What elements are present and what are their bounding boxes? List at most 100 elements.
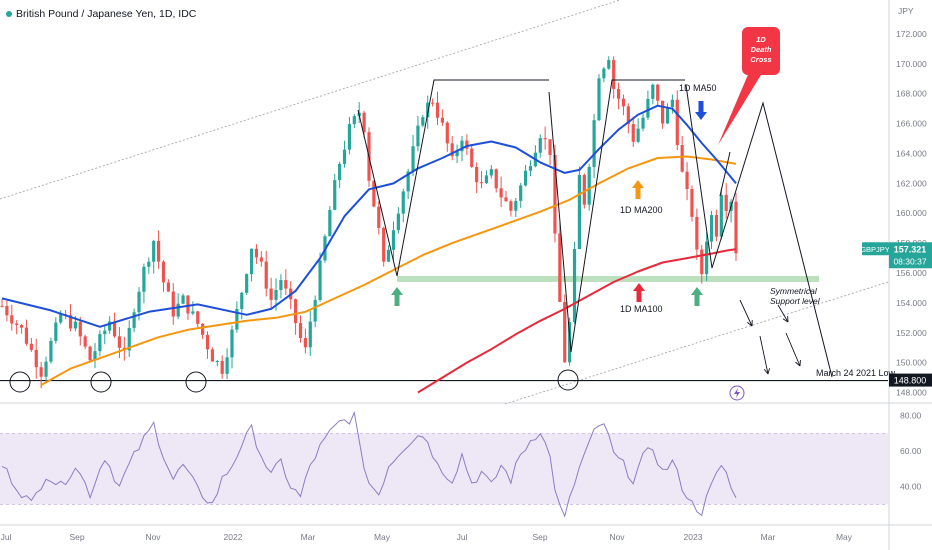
- time-axis-tick: Mar: [301, 532, 316, 542]
- candle-body: [54, 322, 58, 341]
- green-up-arrow-icon: [391, 287, 403, 306]
- low-marker-circle[interactable]: [9, 371, 31, 393]
- candle-body: [612, 60, 616, 89]
- ma50-line[interactable]: [1, 104, 737, 328]
- candle-body: [196, 311, 200, 324]
- candle-body: [235, 308, 239, 330]
- candle-body: [44, 361, 48, 377]
- price-axis-tick: 150.000: [896, 358, 927, 368]
- pattern-left-shoulder[interactable]: [357, 79, 549, 277]
- price-axis-tick: 156.000: [896, 268, 927, 278]
- candle-body: [435, 102, 440, 118]
- price-axis-unit-label: JPY: [898, 6, 914, 16]
- candle-body: [127, 327, 131, 351]
- last-price-badge: [889, 242, 932, 269]
- candle-body: [191, 311, 195, 314]
- green-up-arrow-icon: [691, 287, 703, 306]
- rsi-line[interactable]: [1, 410, 737, 518]
- candle-body: [156, 240, 161, 262]
- candle-body: [709, 215, 714, 242]
- rsi-band: [0, 433, 888, 505]
- candle-body: [450, 143, 454, 157]
- status-dot-icon: [6, 11, 12, 18]
- candle-body: [240, 292, 244, 309]
- candle-body: [700, 249, 704, 275]
- upper-channel-line[interactable]: [0, 0, 621, 200]
- candle-body: [377, 206, 381, 228]
- projection-short-line[interactable]: [719, 151, 731, 197]
- candle-body: [352, 116, 356, 125]
- death-cross-callout[interactable]: [742, 27, 780, 75]
- red-up-arrow-icon: [633, 283, 645, 302]
- level-badge-text: 148.800: [894, 376, 927, 386]
- rsi-axis-tick: 60.00: [900, 446, 922, 456]
- candle-body: [338, 163, 342, 181]
- candle-body: [137, 291, 141, 313]
- candle-body: [626, 106, 630, 125]
- candle-body: [210, 349, 215, 362]
- price-axis-tick: 164.000: [896, 148, 927, 158]
- candle-body: [147, 261, 151, 267]
- candle-body: [391, 230, 396, 250]
- projection-arrowhead: [795, 359, 801, 367]
- candle-body: [225, 357, 229, 374]
- candle-body: [98, 334, 102, 352]
- candle-body: [161, 261, 166, 283]
- low-marker-circle[interactable]: [557, 369, 579, 391]
- support-label: Symmetrical: [770, 286, 818, 296]
- candle-body: [108, 321, 112, 331]
- candle-body: [719, 194, 723, 237]
- candle-body: [499, 188, 503, 198]
- low-marker-circle[interactable]: [90, 371, 112, 393]
- lower-channel-line[interactable]: [504, 281, 889, 405]
- candle-body: [641, 117, 645, 129]
- candle-body: [34, 349, 38, 368]
- time-axis-tick: Mar: [761, 532, 776, 542]
- time-axis-tick: Sep: [69, 532, 84, 542]
- candle-body: [220, 360, 224, 374]
- time-axis-tick: May: [374, 532, 391, 542]
- candle-body: [680, 145, 684, 172]
- ma100-line[interactable]: [417, 248, 737, 394]
- death-cross-label: Death: [751, 45, 772, 54]
- candle-body: [411, 146, 415, 172]
- pattern-right-shoulder[interactable]: [548, 79, 685, 353]
- candle-body: [171, 291, 175, 317]
- support-zone[interactable]: [397, 275, 819, 282]
- price-axis-tick: 170.000: [896, 59, 927, 69]
- candle-body: [205, 334, 210, 350]
- chart-title: British Pound / Japanese Yen, 1D, IDC: [6, 8, 196, 20]
- candle-body: [19, 325, 24, 328]
- candle-body: [132, 312, 136, 328]
- time-axis-tick: 2022: [224, 532, 243, 542]
- candle-body: [142, 266, 146, 292]
- candle-body: [83, 336, 87, 347]
- candle-body: [39, 367, 43, 377]
- candle-body: [294, 299, 298, 324]
- candle-body: [602, 68, 606, 79]
- low-marker-circle[interactable]: [185, 371, 207, 393]
- projection-line[interactable]: [685, 84, 833, 378]
- candle-body: [308, 321, 312, 348]
- candle-body: [705, 241, 709, 275]
- lightning-icon-glyph: [734, 388, 740, 398]
- candle-body: [284, 280, 288, 289]
- candle-body: [68, 315, 73, 329]
- candle-body: [215, 360, 219, 362]
- candle-body: [538, 138, 542, 153]
- candle-body: [592, 120, 596, 167]
- candle-body: [15, 323, 19, 326]
- time-axis-tick: May: [836, 532, 853, 542]
- candle-body: [112, 321, 117, 337]
- candle-body: [621, 98, 626, 107]
- candle-body: [29, 343, 33, 350]
- death-cross-label: Cross: [750, 55, 771, 64]
- time-axis-tick: 2023: [684, 532, 703, 542]
- projection-arrowhead: [763, 368, 770, 375]
- last-price-text: 157.321: [894, 244, 927, 254]
- ma200-line[interactable]: [40, 155, 737, 386]
- rsi-axis-tick: 80.00: [900, 411, 922, 421]
- ma100-label: 1D MA100: [620, 304, 663, 314]
